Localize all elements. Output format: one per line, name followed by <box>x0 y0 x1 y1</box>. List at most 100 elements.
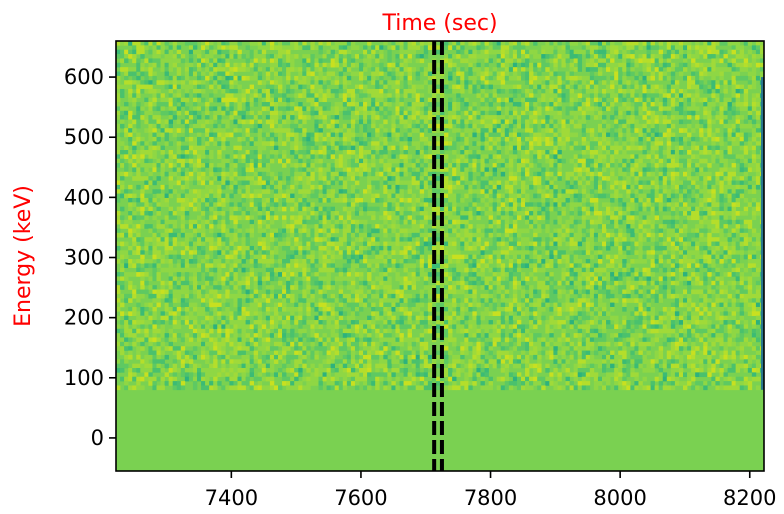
heatmap-cell <box>314 123 319 129</box>
heatmap-cell <box>192 88 198 94</box>
heatmap-cell <box>152 154 157 160</box>
heatmap-cell <box>197 136 202 142</box>
heatmap-cell <box>156 167 161 173</box>
heatmap-cell <box>654 102 659 107</box>
heatmap-cell <box>512 197 518 203</box>
heatmap-cell <box>354 123 360 129</box>
heatmap-cell <box>403 228 408 234</box>
heatmap-cell <box>444 54 449 59</box>
heatmap-cell <box>755 154 761 160</box>
heatmap-cell <box>452 228 457 234</box>
heatmap-cell <box>306 150 311 155</box>
heatmap-cell <box>415 71 421 77</box>
heatmap-cell <box>326 154 331 160</box>
heatmap-cell <box>577 193 583 199</box>
heatmap-cell <box>249 136 254 142</box>
heatmap-cell <box>557 176 562 181</box>
heatmap-cell <box>610 176 615 181</box>
heatmap-cell <box>711 119 716 125</box>
heatmap-cell <box>545 150 550 155</box>
heatmap-cell <box>261 41 267 46</box>
heatmap-cell <box>638 145 643 151</box>
heatmap-cell <box>727 150 732 155</box>
heatmap-cell <box>504 206 510 212</box>
heatmap-cell <box>707 110 712 116</box>
heatmap-cell <box>411 158 416 164</box>
heatmap-cell <box>670 102 676 107</box>
heatmap-cell <box>723 184 728 190</box>
heatmap-cell <box>573 176 578 181</box>
heatmap-cell <box>265 167 271 173</box>
heatmap-cell <box>602 202 607 207</box>
heatmap-cell <box>496 115 502 120</box>
heatmap-cell <box>132 128 137 133</box>
heatmap-cell <box>630 119 635 125</box>
heatmap-cell <box>132 54 137 59</box>
heatmap-cell <box>261 215 267 221</box>
heatmap-cell <box>444 84 449 90</box>
heatmap-cell <box>383 232 388 238</box>
heatmap-cell <box>322 58 327 64</box>
heatmap-cell <box>549 154 554 160</box>
heatmap-cell <box>549 97 554 103</box>
heatmap-cell <box>144 184 149 190</box>
heatmap-cell <box>577 145 583 151</box>
heatmap-cell <box>124 163 129 168</box>
heatmap-cell <box>338 93 344 98</box>
heatmap-cell <box>168 45 173 51</box>
heatmap-cell <box>350 150 356 155</box>
heatmap-cell <box>237 49 242 55</box>
heatmap-cell <box>415 150 421 155</box>
heatmap-cell <box>261 163 267 168</box>
heatmap-cell <box>508 206 514 212</box>
heatmap-cell <box>379 197 384 203</box>
heatmap-cell <box>282 67 287 72</box>
heatmap-cell <box>606 67 611 72</box>
heatmap-cell <box>642 145 647 151</box>
heatmap-cell <box>229 97 234 103</box>
heatmap-cell <box>144 211 149 216</box>
heatmap-cell <box>512 180 518 186</box>
heatmap-cell <box>504 232 510 238</box>
heatmap-cell <box>176 197 182 203</box>
heatmap-cell <box>302 45 307 51</box>
heatmap-cell <box>375 154 380 160</box>
heatmap-cell <box>399 115 404 120</box>
heatmap-cell <box>201 167 206 173</box>
heatmap-cell <box>658 206 664 212</box>
heatmap-cell <box>403 110 408 116</box>
heatmap-cell <box>168 206 173 212</box>
heatmap-cell <box>549 206 554 212</box>
heatmap-cell <box>136 176 141 181</box>
heatmap-cell <box>650 224 655 229</box>
heatmap-cell <box>610 102 615 107</box>
heatmap-cell <box>427 197 433 203</box>
heatmap-cell <box>148 136 153 142</box>
heatmap-cell <box>602 119 607 125</box>
heatmap-cell <box>415 224 421 229</box>
heatmap-cell <box>213 197 218 203</box>
heatmap-cell <box>476 211 481 216</box>
heatmap-cell <box>282 93 287 98</box>
heatmap-cell <box>650 141 655 146</box>
heatmap-cell <box>371 67 376 72</box>
heatmap-cell <box>314 232 319 238</box>
heatmap-cell <box>306 171 311 177</box>
heatmap-cell <box>387 136 392 142</box>
heatmap-cell <box>363 123 368 129</box>
heatmap-cell <box>156 224 161 229</box>
heatmap-cell <box>585 211 591 216</box>
heatmap-cell <box>338 215 344 221</box>
heatmap-cell <box>407 154 412 160</box>
heatmap-cell <box>731 132 736 138</box>
heatmap-cell <box>144 97 149 103</box>
heatmap-cell <box>192 141 198 146</box>
heatmap-cell <box>711 211 716 216</box>
heatmap-cell <box>691 141 696 146</box>
heatmap-cell <box>549 158 554 164</box>
heatmap-cell <box>533 215 538 221</box>
heatmap-cell <box>484 80 489 85</box>
heatmap-cell <box>678 93 684 98</box>
heatmap-cell <box>184 93 190 98</box>
heatmap-cell <box>658 197 664 203</box>
